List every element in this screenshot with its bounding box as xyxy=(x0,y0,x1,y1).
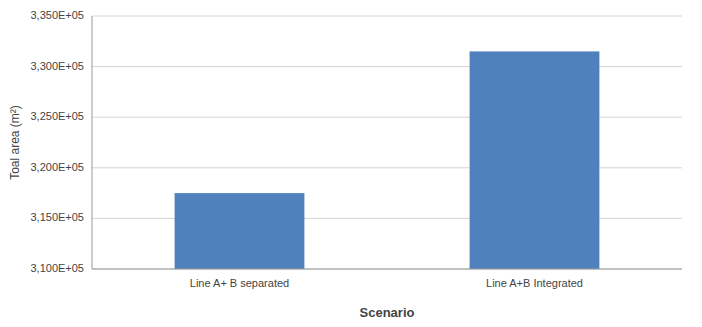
y-tick-label: 3,150E+05 xyxy=(30,211,84,223)
chart-svg: 3,100E+05 3,150E+05 3,200E+05 3,250E+05 3,30… xyxy=(0,0,702,327)
x-tick-label: Line A+ B separated xyxy=(190,277,289,289)
bars xyxy=(175,51,600,269)
x-tick-label: Line A+B Integrated xyxy=(486,277,583,289)
grid-line xyxy=(92,269,682,270)
grid-line xyxy=(92,16,682,17)
y-tick-label: 3,100E+05 xyxy=(30,262,84,274)
y-axis-line xyxy=(92,16,93,269)
x-ticks: Line A+ B separated Line A+B Integrated xyxy=(190,277,583,289)
y-axis-title: Toal area (m²) xyxy=(8,105,22,180)
y-tick-label: 3,350E+05 xyxy=(30,9,84,21)
x-axis-title: Scenario xyxy=(360,305,415,320)
chart-container: 3,100E+05 3,150E+05 3,200E+05 3,250E+05 3,30… xyxy=(0,0,702,327)
y-tick-label: 3,250E+05 xyxy=(30,110,84,122)
y-tick-label: 3,300E+05 xyxy=(30,60,84,72)
y-ticks: 3,100E+05 3,150E+05 3,200E+05 3,250E+05 3,30… xyxy=(30,9,84,274)
bar xyxy=(175,193,305,269)
bar xyxy=(470,51,600,269)
x-axis-line xyxy=(92,269,682,270)
y-tick-label: 3,200E+05 xyxy=(30,161,84,173)
